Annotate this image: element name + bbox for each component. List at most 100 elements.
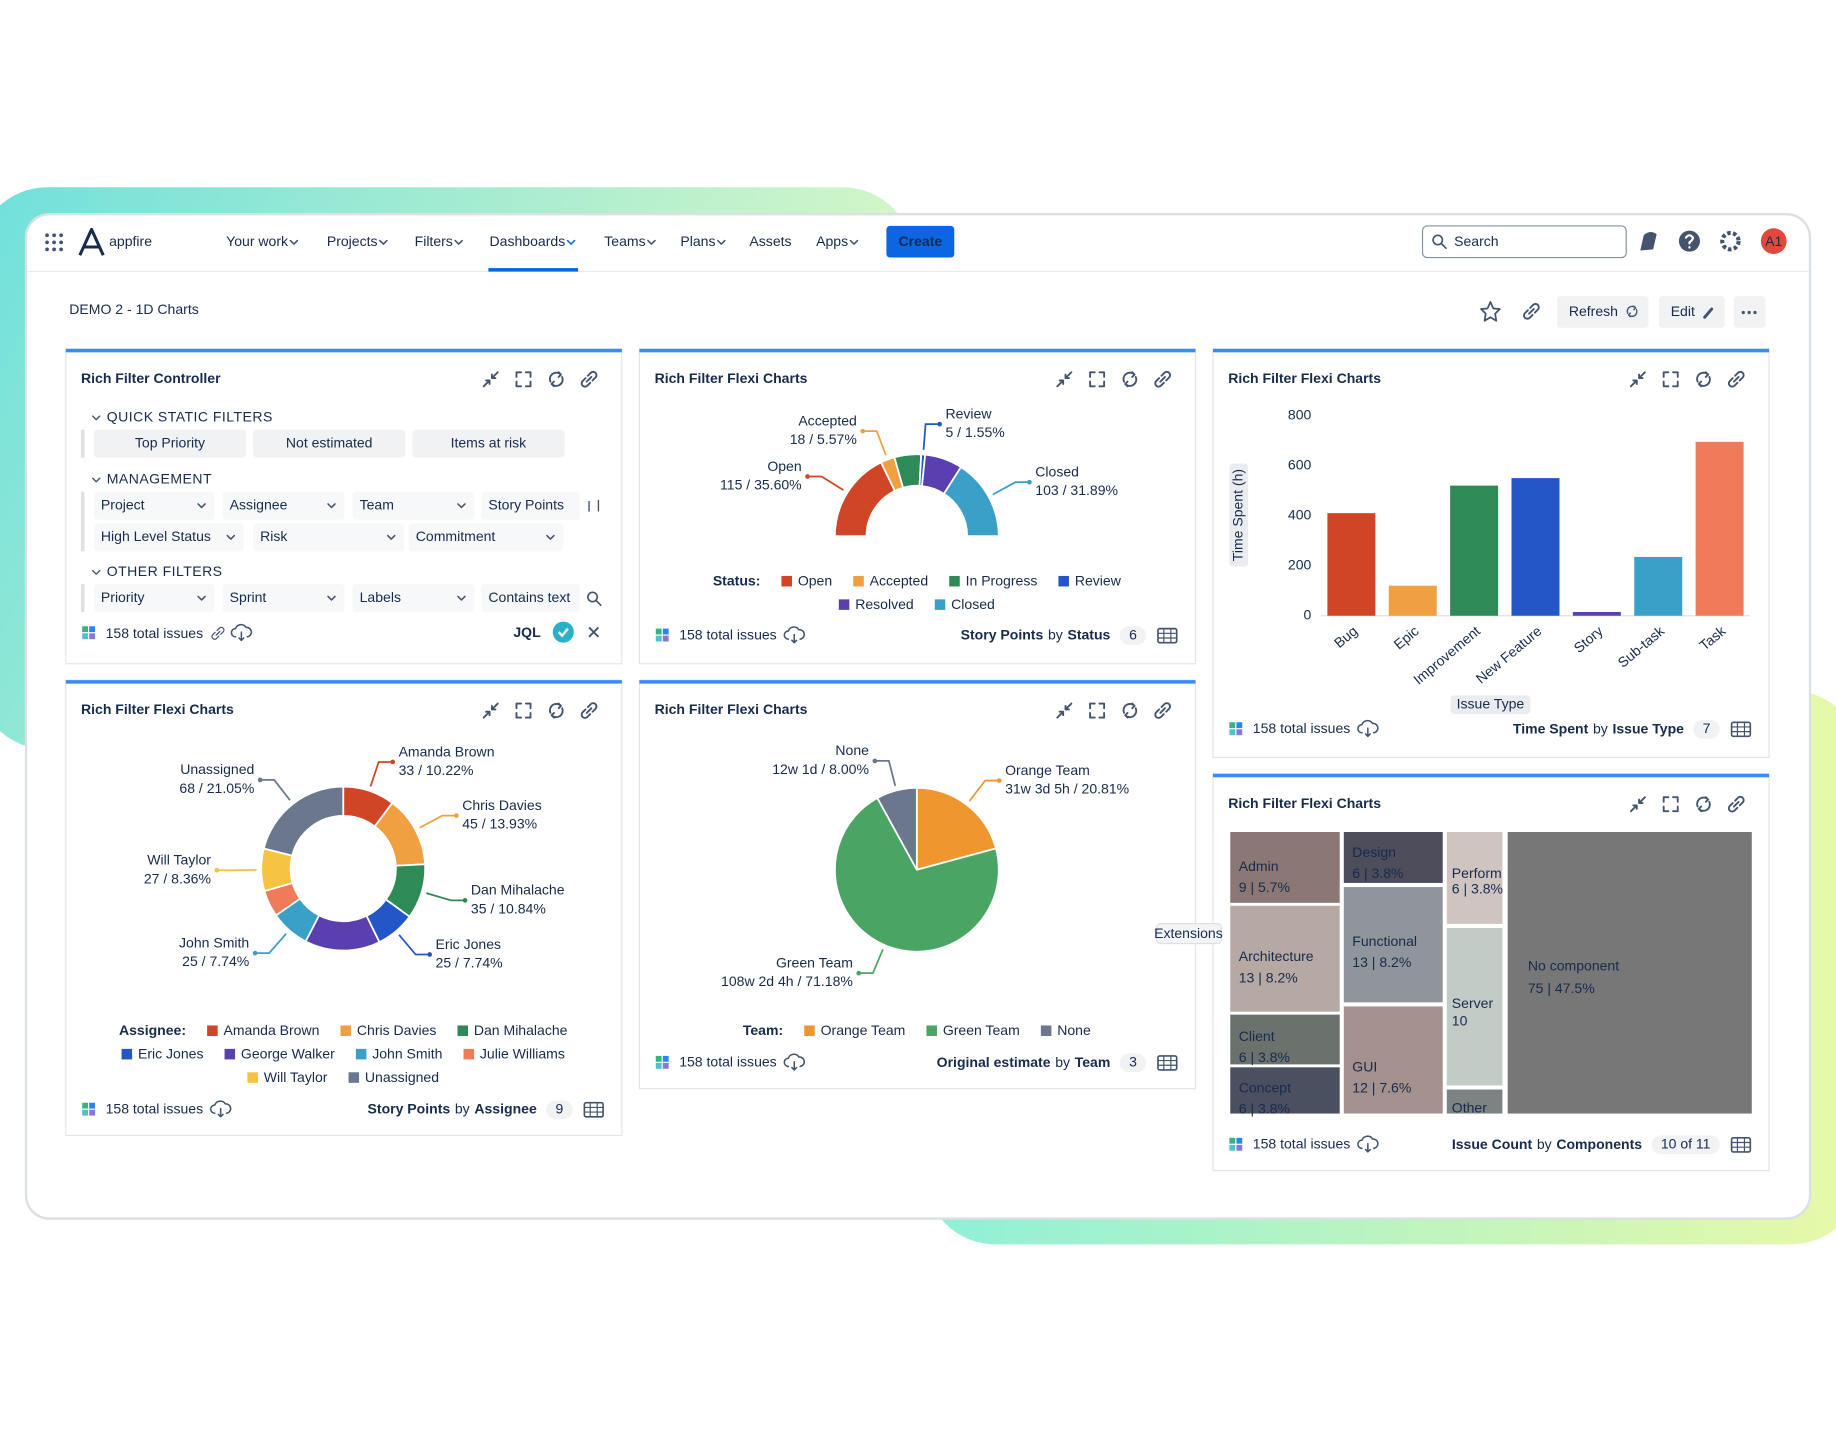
leader-line [260,779,291,801]
filter-dropdown[interactable] [93,491,215,520]
apply-icon[interactable] [552,621,574,643]
total-issues[interactable]: 158 total issues [679,1054,776,1070]
filter-label: Project [101,496,145,512]
treemap-cell[interactable] [1445,830,1505,926]
treemap-cell[interactable] [1445,926,1505,1088]
link-icon[interactable] [580,370,598,388]
x-axis-label: Issue Type [1457,695,1525,711]
table-icon[interactable] [1157,627,1178,644]
minimize-icon[interactable] [1056,371,1073,388]
filter-dropdown[interactable] [352,491,475,520]
bar[interactable] [1388,585,1437,616]
table-icon[interactable] [583,1101,604,1118]
total-issues[interactable]: 158 total issues [106,1100,204,1116]
minimize-icon[interactable] [1629,796,1646,813]
slice[interactable] [942,465,1000,538]
nav-item[interactable]: Assets [749,233,791,249]
total-issues[interactable]: 158 total issues [1253,1136,1351,1152]
refresh-button[interactable] [1557,296,1649,328]
create-button[interactable] [886,225,955,258]
table-icon[interactable] [1157,1055,1178,1071]
slice[interactable] [915,786,998,871]
expand-icon[interactable] [1662,371,1679,388]
minimize-icon[interactable] [1056,702,1073,719]
minimize-icon[interactable] [482,371,499,388]
nav-item[interactable]: Teams [604,233,645,249]
filter-dropdown[interactable] [408,523,564,552]
minimize-icon[interactable] [482,702,499,719]
quick-filter-button[interactable] [412,429,565,458]
search-icon[interactable] [587,591,602,607]
clear-icon[interactable] [588,626,600,638]
total-issues[interactable]: 158 total issues [106,625,204,641]
nav-item[interactable]: Apps [816,233,848,249]
expand-icon[interactable] [1089,371,1106,388]
table-icon[interactable] [1730,1137,1752,1153]
total-issues[interactable]: 158 total issues [1253,720,1351,736]
treemap-cell[interactable] [1228,1012,1342,1067]
extensions-tab[interactable] [1156,923,1222,945]
treemap-cell[interactable] [1228,830,1342,905]
link-icon[interactable] [1154,702,1171,719]
nav-item[interactable]: Filters [415,233,453,249]
minimize-icon[interactable] [1629,371,1646,388]
bar[interactable] [1695,441,1744,616]
filter-dropdown[interactable] [253,523,405,552]
settings-icon[interactable] [1720,230,1741,252]
treemap-cell[interactable] [1342,830,1445,885]
bar[interactable] [1511,478,1560,616]
refresh-icon[interactable] [1122,371,1138,388]
quick-filter-button[interactable] [253,429,406,458]
link-icon[interactable] [1727,370,1745,388]
slice[interactable] [876,786,918,871]
slice[interactable] [834,796,1000,953]
treemap-cell[interactable] [1228,904,1342,1014]
bar[interactable] [1450,485,1499,616]
link-icon[interactable] [1154,370,1171,388]
star-icon[interactable] [1480,301,1501,322]
legend-label: Accepted [870,572,929,588]
filter-dropdown[interactable] [352,584,475,613]
jql-toggle[interactable]: JQL [513,624,541,640]
filter-dropdown[interactable] [481,584,580,613]
filter-dropdown[interactable] [222,584,345,613]
treemap-cell[interactable] [1505,830,1754,1116]
link-icon[interactable] [1523,303,1540,320]
search-box[interactable] [1421,225,1627,259]
treemap-cell[interactable] [1445,1087,1505,1116]
filter-dropdown[interactable] [481,491,580,520]
treemap-cell[interactable] [1342,885,1445,1005]
bar[interactable] [1572,611,1621,616]
refresh-icon[interactable] [1122,702,1138,719]
filter-dropdown[interactable] [93,584,215,613]
treemap-cell[interactable] [1342,1004,1445,1116]
legend-swatch [224,1048,236,1060]
bar[interactable] [1634,556,1683,616]
nav-item[interactable]: Plans [680,233,715,249]
filter-dropdown[interactable] [222,491,345,520]
quick-filter-label: Items at risk [451,434,528,450]
refresh-icon[interactable] [1696,796,1711,813]
slice[interactable] [262,785,345,857]
nav-item[interactable]: Your work [226,233,289,249]
link-icon[interactable] [1727,795,1745,813]
refresh-icon[interactable] [549,371,564,388]
bar[interactable] [1327,513,1376,616]
nav-item[interactable]: Dashboards [490,233,566,249]
link-icon[interactable] [580,702,598,719]
expand-icon[interactable] [1089,702,1106,719]
edit-button[interactable] [1658,296,1725,328]
refresh-icon[interactable] [1696,371,1711,388]
total-issues[interactable]: 158 total issues [679,626,776,642]
filter-dropdown[interactable] [93,523,244,552]
refresh-icon[interactable] [549,702,564,719]
avatar[interactable] [1760,228,1787,255]
table-icon[interactable] [1730,721,1752,738]
gadget-top-border [65,680,622,684]
expand-icon[interactable] [515,702,532,719]
treemap-cell[interactable] [1228,1065,1342,1116]
nav-item[interactable]: Projects [327,233,378,249]
quick-filter-button[interactable] [93,429,247,458]
expand-icon[interactable] [515,371,532,388]
expand-icon[interactable] [1662,796,1679,813]
